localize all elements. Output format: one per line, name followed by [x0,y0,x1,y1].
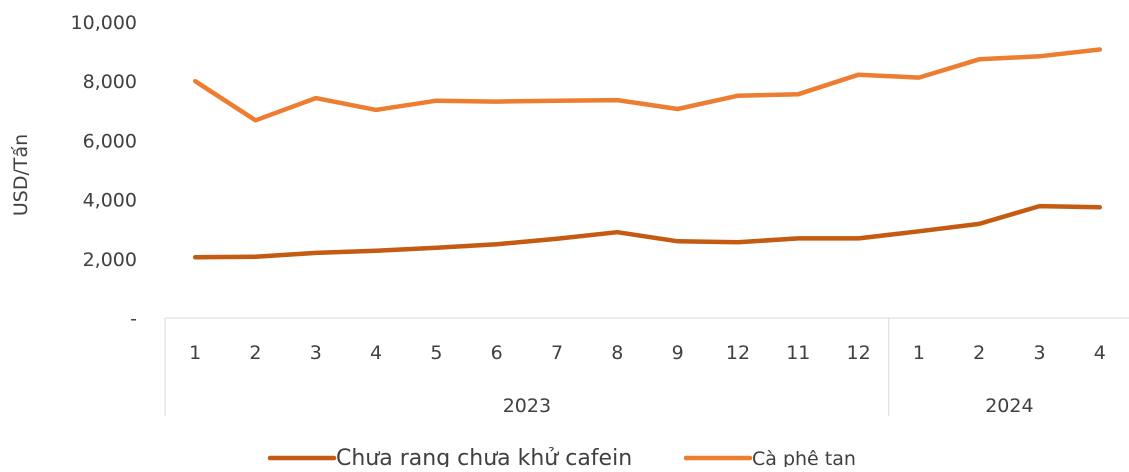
y-axis-ticks: - 2,000 4,000 6,000 8,000 10,000 [71,12,137,330]
x-tick-label: 6 [491,342,503,364]
x-tick-label: 8 [611,342,623,364]
x-tick-label: 1 [913,342,925,364]
x-tick-label: 12 [847,342,871,364]
y-tick-label: 6,000 [83,130,137,152]
legend-label-2: Cà phê tan [752,448,856,467]
x-group-label: 2024 [985,395,1033,417]
legend: Chưa rang chưa khử cafein Cà phê tan [267,446,856,471]
y-tick-label: - [130,308,137,330]
x-tick-label: 3 [1033,342,1045,364]
x-tick-label: 4 [370,342,382,364]
x-tick-label: 9 [672,342,684,364]
series-lines [192,47,1103,260]
x-tick-label: 1 [189,342,201,364]
x-tick-label: 11 [786,342,810,364]
y-tick-label: 10,000 [71,12,137,34]
x-tick-label: 4 [1094,342,1106,364]
x-tick-label: 3 [310,342,322,364]
y-tick-label: 8,000 [83,71,137,93]
x-tick-label: 12 [726,342,750,364]
x-tick-label: 2 [249,342,261,364]
y-tick-label: 4,000 [83,190,137,212]
y-axis-label: USD/Tấn [10,134,32,216]
x-tick-label: 5 [430,342,442,364]
series-line-2 [192,47,1103,123]
series-line-1 [192,203,1103,260]
legend-label-1: Chưa rang chưa khử cafein [336,446,632,467]
y-tick-label: 2,000 [83,249,137,271]
x-tick-label: 2 [973,342,985,364]
x-group-label: 2023 [503,395,551,417]
x-tick-label: 7 [551,342,563,364]
